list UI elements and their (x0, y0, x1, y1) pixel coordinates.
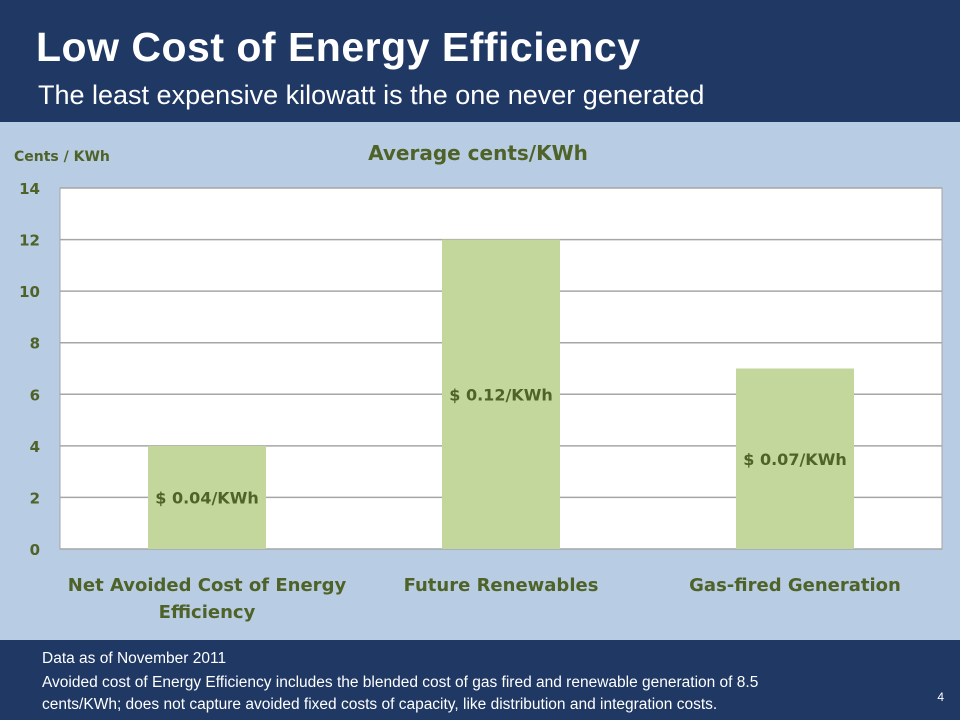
y-tick-label: 2 (30, 489, 40, 507)
bar-chart: Average cents/KWh Cents / KWh 0 2 4 6 8 10 12 1… (14, 141, 943, 623)
bar (148, 445, 266, 549)
bar-data-label: $ 0.04/KWh (155, 488, 258, 507)
slide-subtitle: The least expensive kilowatt is the one … (38, 80, 705, 110)
x-tick-label: Future Renewables (404, 575, 599, 596)
y-tick-label: 12 (19, 232, 40, 250)
slide-header: Low Cost of Energy Efficiency The least … (0, 0, 960, 122)
y-tick-label: 0 (30, 541, 40, 559)
bar-data-label: $ 0.12/KWh (449, 385, 552, 404)
y-tick-label: 8 (30, 335, 40, 353)
footer-note-line: cents/KWh; does not capture avoided fixe… (42, 696, 718, 713)
x-tick-label: Net Avoided Cost of Energy (68, 575, 347, 596)
chart-panel: Average cents/KWh Cents / KWh 0 2 4 6 8 10 12 1… (0, 122, 960, 640)
slide-title: Low Cost of Energy Efficiency (36, 24, 641, 70)
y-tick-label: 4 (30, 438, 40, 456)
slide-footer: Data as of November 2011 Avoided cost of… (0, 640, 960, 720)
footer-date-note: Data as of November 2011 (42, 650, 227, 667)
y-axis-label: Cents / KWh (14, 149, 110, 165)
footer-note-line: Avoided cost of Energy Efficiency includ… (42, 674, 759, 691)
bar (442, 239, 560, 550)
x-tick-label: Efficiency (159, 602, 256, 623)
bar-data-label: $ 0.07/KWh (743, 450, 846, 469)
chart-title: Average cents/KWh (368, 141, 588, 165)
bar (736, 368, 854, 549)
y-tick-label: 14 (19, 180, 40, 198)
y-tick-label: 10 (19, 283, 40, 301)
y-tick-label: 6 (30, 386, 40, 404)
x-tick-label: Gas-fired Generation (689, 575, 901, 596)
plot-area: 0 2 4 6 8 10 12 14 $ 0.04/KWh Net Avoided Cost of… (19, 180, 943, 623)
page-number: 4 (937, 690, 944, 704)
